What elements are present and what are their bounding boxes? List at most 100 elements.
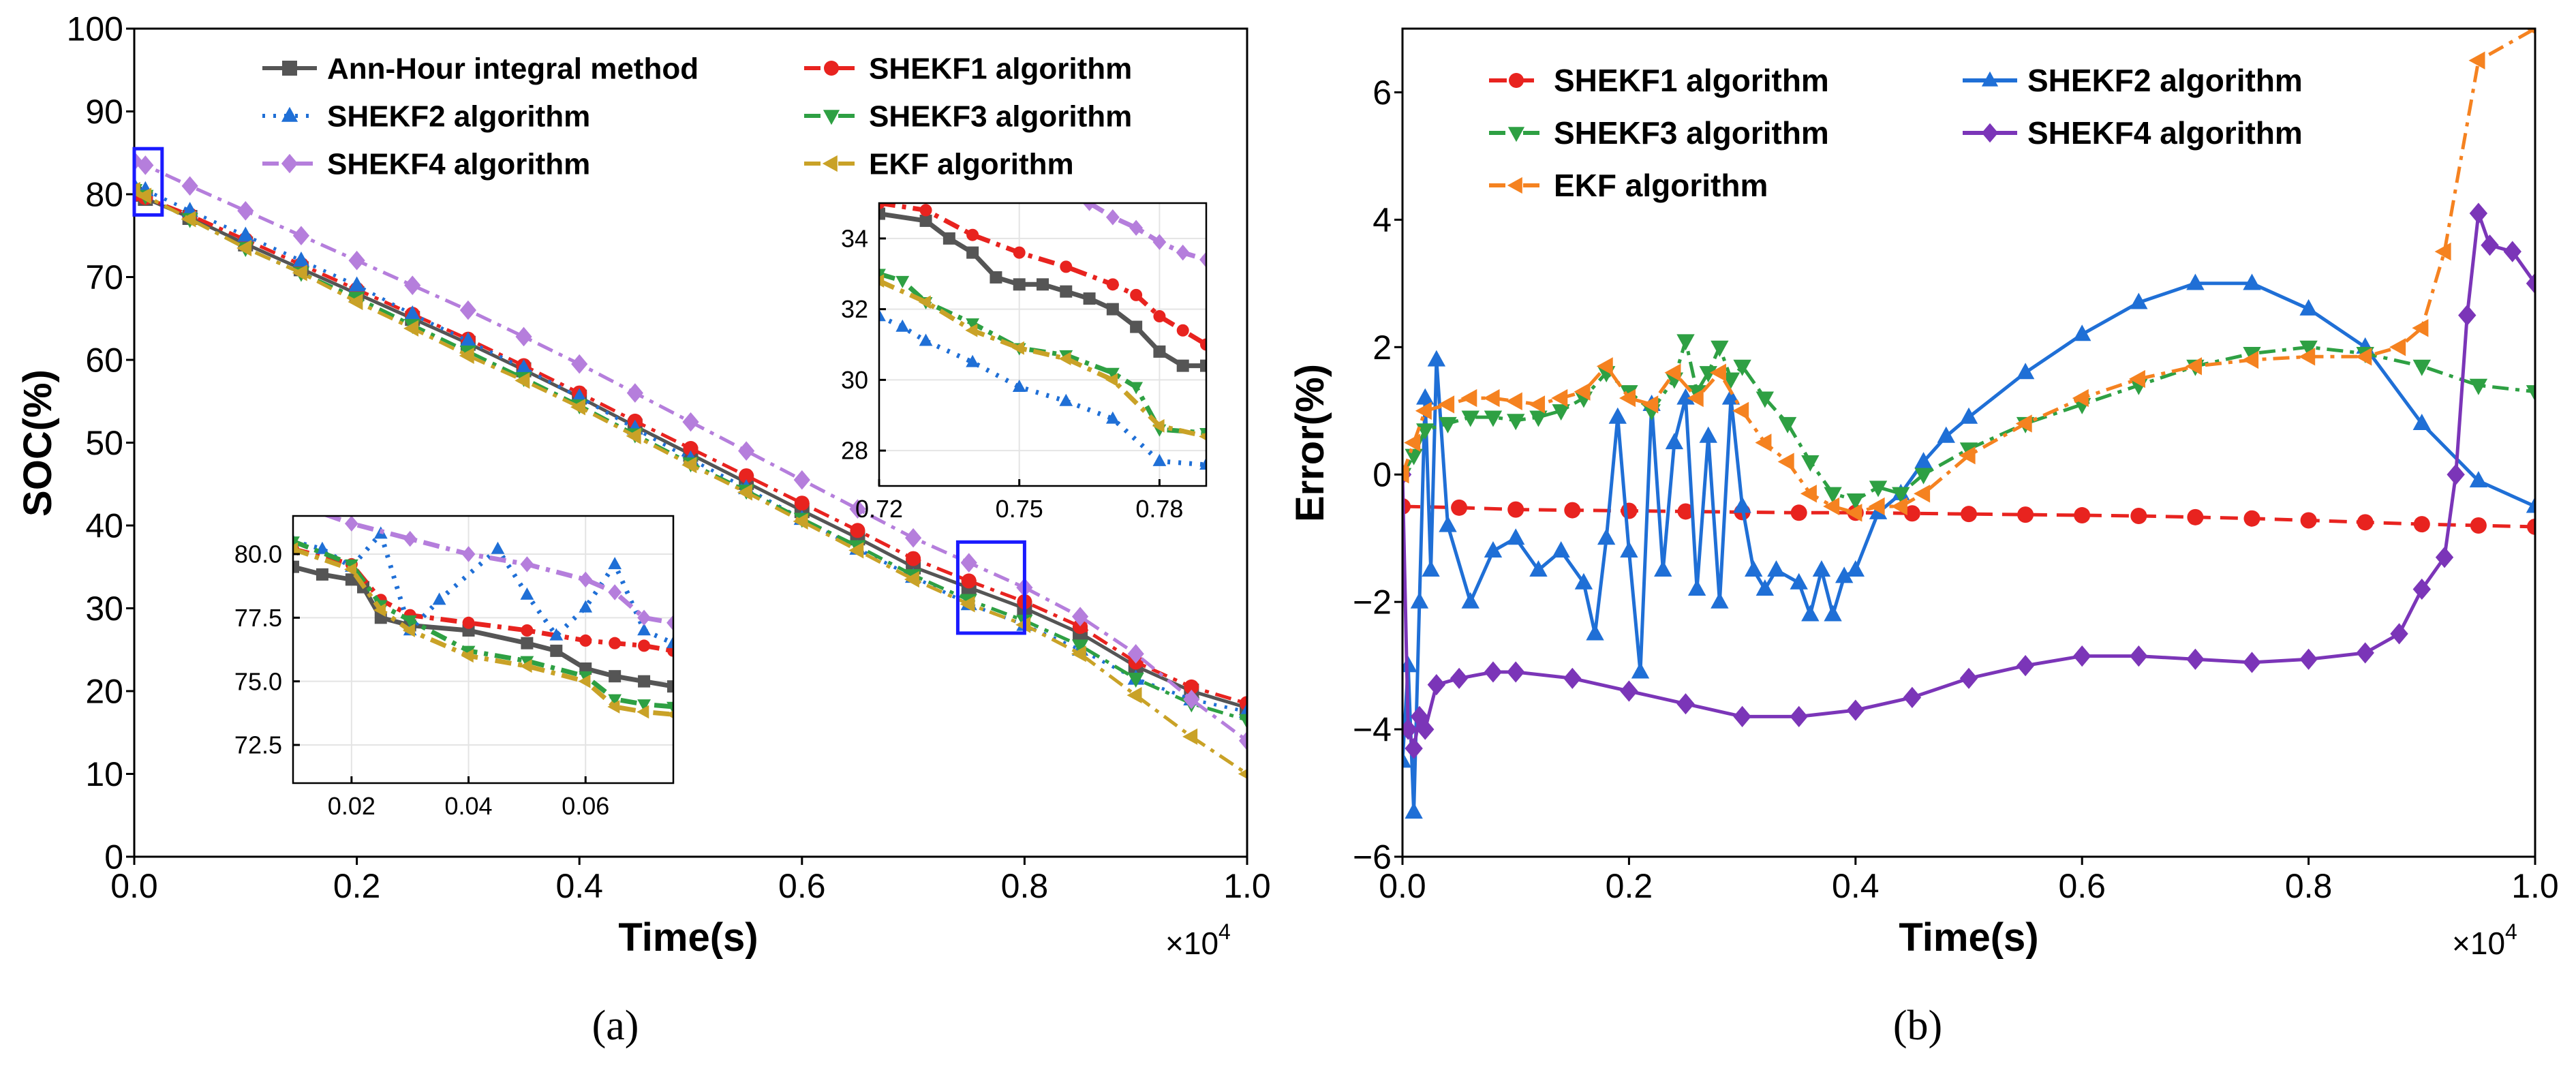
data-point-shekf4-algorithm [682, 412, 699, 432]
data-point-shekf2-algorithm [2469, 471, 2488, 488]
data-point-shekf2-algorithm [1439, 515, 1457, 532]
data-point-shekf2-algorithm [1597, 528, 1616, 545]
data-point-shekf1-algorithm [1564, 502, 1581, 519]
data-point-ekf-algorithm [1959, 446, 1976, 465]
data-point-shekf3-algorithm [2299, 340, 2318, 357]
data-point-ann-hour-integral-method [667, 680, 673, 693]
inset-low-xtick-label: 0.04 [444, 792, 492, 820]
data-point-shekf3-algorithm [1892, 487, 1910, 504]
data-point-shekf4-algorithm [461, 546, 476, 562]
data-point-ekf-algorithm [626, 427, 641, 444]
data-point-shekf2-algorithm [2016, 363, 2035, 380]
data-point-shekf2-algorithm [1665, 433, 1684, 450]
data-point-ekf-algorithm [1126, 686, 1142, 704]
panel-b-xtick-label: 0.0 [1379, 867, 1426, 905]
panel-b-x-multiplier: ×104 [2452, 919, 2517, 961]
legend-marker-shekf2-algorithm [281, 106, 298, 122]
data-point-shekf4-algorithm [793, 470, 810, 490]
data-point-shekf2-algorithm [1410, 592, 1429, 609]
data-point-shekf2-algorithm [1416, 388, 1435, 405]
data-point-ekf-algorithm [2434, 242, 2451, 261]
data-point-shekf2-algorithm [608, 557, 622, 570]
data-point-ann-hour-integral-method [293, 560, 299, 573]
panel-b: 0.0 0.2 0.4 0.6 0.8 1.0 −6 −4 −2 0 2 4 6 SHEKF1 algo… [1288, 27, 2559, 1049]
data-point-shekf3-algorithm [293, 536, 300, 549]
data-point-shekf4-algorithm [2073, 645, 2091, 667]
data-point-shekf1-algorithm [1184, 679, 1199, 695]
data-point-shekf4-algorithm [2016, 655, 2035, 677]
data-point-shekf3-algorithm [2526, 385, 2535, 402]
data-point-shekf4-algorithm [292, 226, 310, 246]
data-point-ann-hour-integral-method [1083, 292, 1096, 305]
data-point-ekf-algorithm [515, 372, 530, 389]
data-point-ann-hour-integral-method [966, 246, 979, 259]
data-point-shekf4-algorithm [626, 383, 643, 403]
data-point-shekf1-algorithm [2413, 516, 2430, 533]
data-point-shekf4-algorithm [459, 300, 476, 320]
legend-marker-shekf3-algorithm [823, 110, 840, 125]
panel-b-xtick-label: 0.4 [1832, 867, 1880, 905]
panel-b-ylabel: Error(%) [1288, 364, 1332, 522]
data-point-shekf1-algorithm [1200, 338, 1206, 351]
inset-high-xtick-label: 0.72 [855, 495, 903, 523]
panel-a-xlabel: Time(s) [618, 915, 758, 960]
data-point-ekf-algorithm [2412, 319, 2429, 337]
data-point-shekf4-algorithm [1846, 699, 1865, 721]
data-point-shekf2-algorithm [1461, 592, 1479, 609]
data-point-shekf4-algorithm [608, 584, 622, 600]
data-point-shekf2-algorithm [1152, 453, 1167, 466]
data-point-shekf3-algorithm [666, 701, 673, 714]
data-point-ekf-algorithm [2355, 348, 2372, 366]
panel-a-xtick-label: 0.8 [1001, 867, 1049, 905]
inset-high-ytick-label: 34 [841, 224, 868, 252]
data-point-shekf2-algorithm [895, 319, 910, 332]
data-point-shekf4-algorithm [2447, 463, 2465, 485]
data-point-ekf-algorithm [1777, 453, 1794, 471]
data-point-ann-hour-integral-method [1060, 285, 1073, 298]
data-point-ekf-algorithm [1182, 728, 1198, 745]
data-point-shekf2-algorithm [348, 276, 365, 292]
legend-marker-ekf-algorithm [1507, 177, 1522, 194]
data-point-shekf2-algorithm [1914, 452, 1933, 469]
series-line-shekf1-algorithm [293, 547, 673, 654]
panel-a-ytick-label: 0 [104, 838, 123, 876]
data-point-shekf2-algorithm [1846, 560, 1865, 577]
series-line-shekf1-algorithm [134, 192, 1247, 705]
data-point-shekf4-algorithm [1790, 705, 1808, 727]
data-point-ekf-algorithm [848, 542, 864, 559]
data-point-shekf2-algorithm [459, 331, 476, 347]
data-point-shekf3-algorithm [1699, 366, 1717, 383]
data-point-shekf3-algorithm [1405, 448, 1423, 466]
data-point-shekf3-algorithm [1105, 367, 1120, 380]
panel-a-ytick-label: 40 [85, 507, 123, 545]
data-point-shekf3-algorithm [1711, 340, 1729, 357]
data-point-ekf-algorithm [1438, 395, 1455, 414]
data-point-shekf4-algorithm [1450, 667, 1469, 689]
legend-marker-shekf4-algorithm [1981, 123, 1999, 143]
data-point-shekf2-algorithm [2299, 299, 2318, 316]
data-point-shekf1-algorithm [1073, 619, 1088, 635]
data-point-ekf-algorithm [1732, 401, 1749, 420]
data-point-ekf-algorithm [1529, 395, 1546, 414]
panel-b-xtick-label: 0.6 [2058, 867, 2106, 905]
data-point-ekf-algorithm [1402, 466, 1409, 484]
series-line-shekf2-algorithm [1402, 281, 2535, 814]
data-point-shekf1-algorithm [794, 495, 810, 511]
data-point-shekf2-algorithm [1484, 540, 1503, 558]
series-line-ann-hour-integral-method [134, 192, 1247, 710]
data-point-shekf3-algorithm [1801, 455, 1820, 472]
data-point-ann-hour-integral-method [879, 207, 885, 220]
data-point-ekf-algorithm [1483, 388, 1500, 408]
data-point-shekf2-algorithm [1405, 802, 1423, 819]
inset-high-xtick-label: 0.78 [1135, 495, 1183, 523]
data-point-ekf-algorithm [578, 674, 591, 688]
legend-label-shekf4-algorithm: SHEKF4 algorithm [327, 147, 590, 181]
data-point-shekf2-algorithm [1790, 573, 1808, 590]
series-line-ekf-algorithm [879, 278, 1206, 439]
data-point-shekf4-algorithm [2458, 304, 2477, 326]
data-point-shekf1-algorithm [961, 573, 977, 589]
inset-high-ytick-label: 28 [841, 437, 868, 465]
data-point-shekf2-algorithm [1608, 407, 1627, 424]
data-point-shekf3-algorithm [1552, 404, 1570, 421]
data-point-shekf2-algorithm [579, 600, 593, 613]
